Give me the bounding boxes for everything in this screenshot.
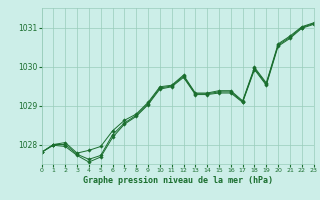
X-axis label: Graphe pression niveau de la mer (hPa): Graphe pression niveau de la mer (hPa) xyxy=(83,176,273,185)
